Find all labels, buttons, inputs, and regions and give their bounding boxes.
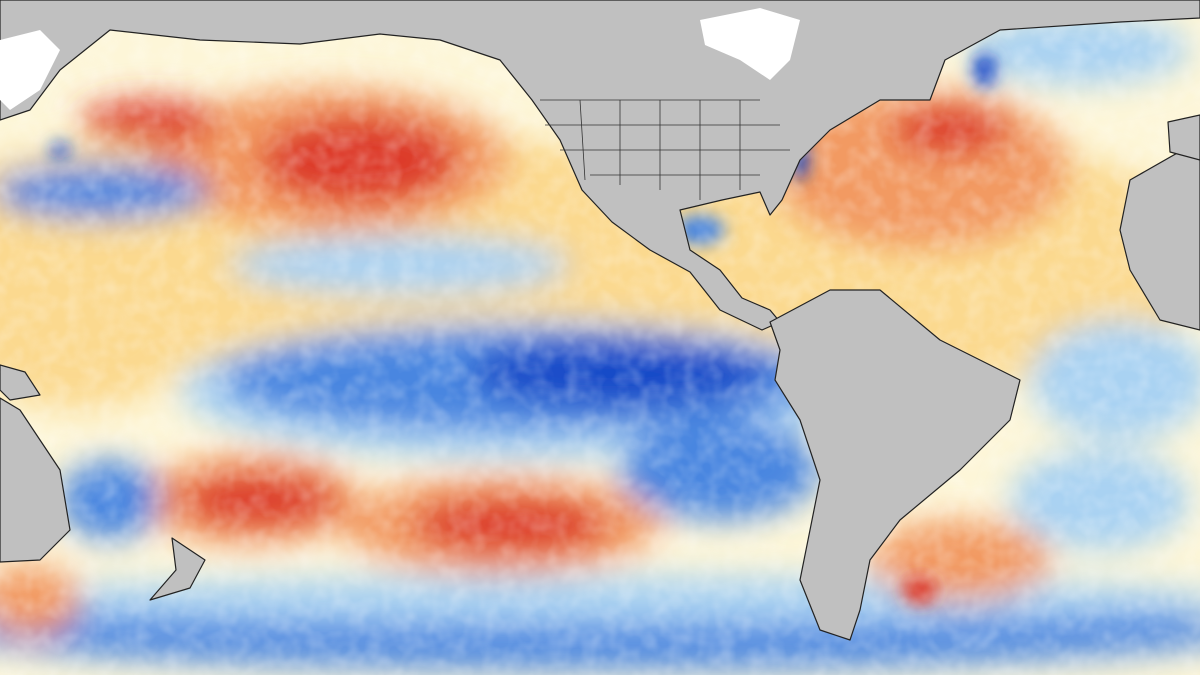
north-america-asia-land [0,0,1200,331]
south-america-land [769,289,1021,641]
landmasses [0,0,1200,641]
australia-land [0,397,71,563]
alaska-ice [0,30,60,110]
asia-islands-land [0,364,41,401]
hudson-bay-ice [700,8,800,80]
africa-land [1119,139,1200,331]
us-state-grid [540,99,790,200]
iberia-land [1167,114,1200,161]
new-zealand-land [149,537,206,601]
